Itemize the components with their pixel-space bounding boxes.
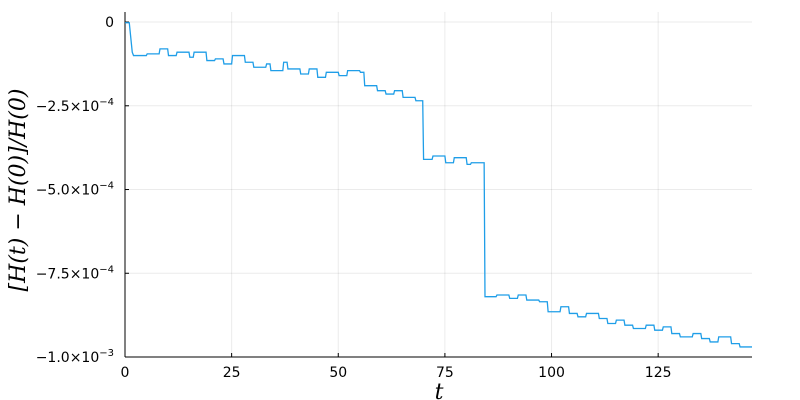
y-tick-label: −2.5×10−4: [36, 97, 114, 115]
y-tick-label: 0: [105, 15, 114, 31]
y-tick-label: −7.5×10−4: [36, 264, 114, 282]
y-tick-label: −5.0×10−4: [36, 181, 114, 199]
y-axis-label: [H(t) − H(0)]/H(0): [6, 89, 31, 292]
x-tick-label: 0: [121, 365, 130, 381]
x-axis-label: t: [435, 380, 444, 400]
x-tick-label: 50: [329, 365, 347, 381]
axes: [124, 12, 752, 358]
x-ticks: 0 25 50 75 100 125: [121, 353, 672, 381]
x-tick-label: 25: [223, 365, 241, 381]
y-tick-label: −1.0×10−3: [36, 348, 114, 366]
series-line: [125, 22, 752, 348]
y-ticks: 0 −2.5×10−4 −5.0×10−4 −7.5×10−4 −1.0×10−3: [36, 15, 129, 366]
x-tick-label: 125: [645, 365, 672, 381]
grid-lines: [124, 12, 752, 358]
x-tick-label: 100: [538, 365, 565, 381]
x-tick-label: 75: [436, 365, 454, 381]
